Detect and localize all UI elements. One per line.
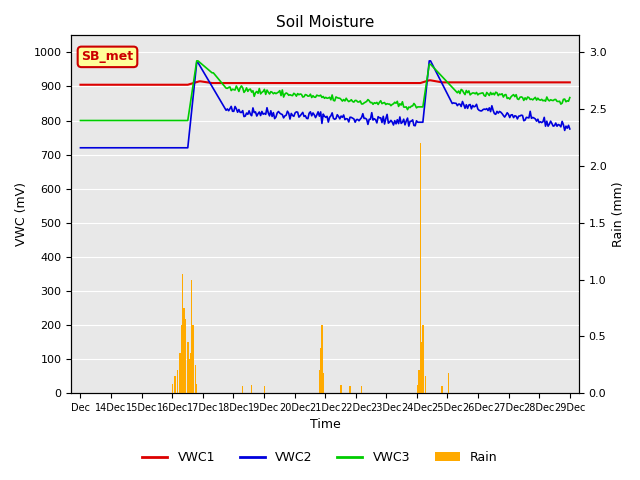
Bar xyxy=(421,342,422,393)
Bar xyxy=(319,371,320,393)
Bar xyxy=(361,386,362,393)
Bar xyxy=(242,386,243,393)
Bar xyxy=(188,359,190,393)
Bar xyxy=(349,386,351,393)
Bar xyxy=(323,372,324,393)
Bar xyxy=(177,371,179,393)
Bar xyxy=(179,353,181,393)
Bar xyxy=(264,386,265,393)
Y-axis label: Rain (mm): Rain (mm) xyxy=(612,181,625,247)
Bar xyxy=(192,325,194,393)
Bar xyxy=(195,365,196,393)
Bar xyxy=(191,279,193,393)
Text: SB_met: SB_met xyxy=(81,50,134,63)
Bar xyxy=(189,353,191,393)
X-axis label: Time: Time xyxy=(310,419,340,432)
Bar xyxy=(425,376,426,393)
Bar xyxy=(417,385,419,393)
Bar xyxy=(321,325,323,393)
Title: Soil Moisture: Soil Moisture xyxy=(276,15,374,30)
Bar xyxy=(183,308,185,393)
Bar xyxy=(187,342,189,393)
Bar xyxy=(174,376,176,393)
Bar xyxy=(340,385,342,393)
Bar xyxy=(184,319,186,393)
Y-axis label: VWC (mV): VWC (mV) xyxy=(15,182,28,246)
Bar xyxy=(251,385,252,393)
Bar xyxy=(196,384,198,393)
Bar xyxy=(447,372,449,393)
Bar xyxy=(320,348,321,393)
Bar xyxy=(420,143,421,393)
Legend: VWC1, VWC2, VWC3, Rain: VWC1, VWC2, VWC3, Rain xyxy=(138,446,502,469)
Bar xyxy=(180,325,182,393)
Bar xyxy=(172,384,173,393)
Bar xyxy=(422,325,424,393)
Bar xyxy=(182,274,184,393)
Bar xyxy=(419,371,420,393)
Bar xyxy=(441,386,443,393)
